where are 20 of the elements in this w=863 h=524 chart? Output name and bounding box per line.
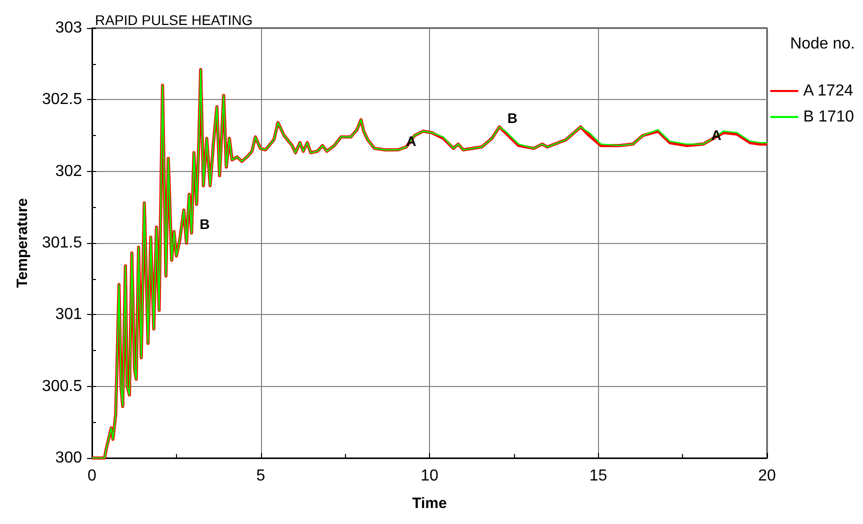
x-tick-label: 5 <box>256 468 266 484</box>
y-tick-label: 302 <box>55 162 82 180</box>
annotation: B <box>507 110 518 126</box>
y-tick-label: 302.5 <box>42 91 82 108</box>
y-axis-title: Temperature <box>14 198 31 288</box>
y-tick-label: 301.5 <box>42 234 82 252</box>
x-tick-label: 10 <box>420 468 438 484</box>
y-tick-label: 300 <box>55 450 82 466</box>
y-tick-label: 303 <box>55 20 82 36</box>
x-tick-label: 20 <box>758 468 776 484</box>
legend-label: B 1710 <box>803 108 854 126</box>
annotation: B <box>200 216 210 232</box>
chart-title: RAPID PULSE HEATING <box>95 12 253 28</box>
legend-title: Node no. <box>790 36 855 52</box>
legend-label: A 1724 <box>803 82 854 100</box>
x-tick-label: 15 <box>589 468 608 484</box>
y-tick-label: 300.5 <box>42 378 82 395</box>
y-tick-label: 301 <box>55 306 82 324</box>
x-axis-title: Time <box>412 495 447 512</box>
x-tick-label: 0 <box>88 468 97 484</box>
